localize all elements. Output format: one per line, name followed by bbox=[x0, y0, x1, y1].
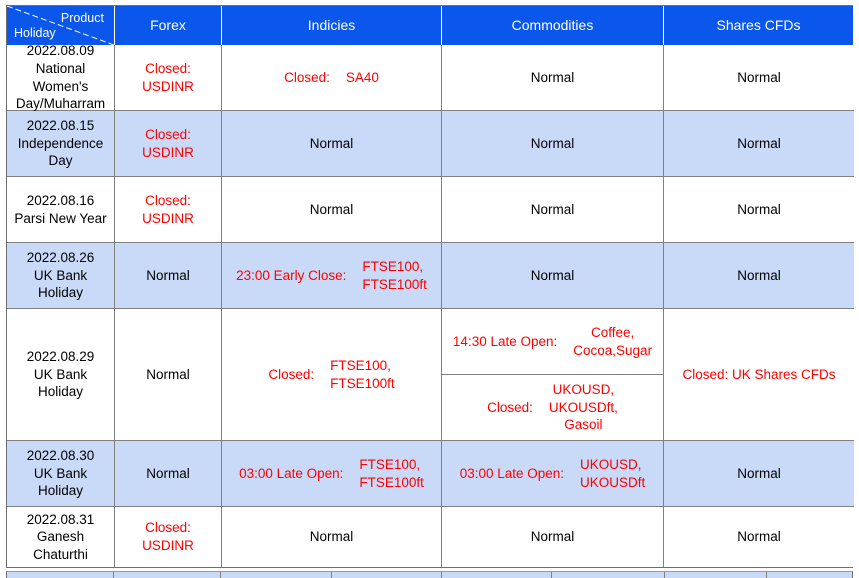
commodities-status-cell: 14:30 Late Open: Coffee, Cocoa,Sugar Clo… bbox=[442, 309, 664, 441]
indicies-status-cell: Normal bbox=[222, 111, 442, 177]
commodities-substatus-closed: Closed: UKOUSD, UKOUSDft, Gasoil bbox=[442, 375, 663, 440]
commodities-status-cell: Normal bbox=[442, 243, 664, 309]
forex-status-cell: Closed: USDINR bbox=[115, 111, 222, 177]
grid-line bbox=[113, 572, 114, 578]
diagonal-divider-line bbox=[7, 6, 114, 45]
instruments-value: Coffee, Cocoa,Sugar bbox=[573, 324, 653, 358]
commodities-substatus-late-open: 14:30 Late Open: Coffee, Cocoa,Sugar bbox=[442, 309, 663, 375]
grid-line bbox=[220, 572, 221, 578]
forex-status-cell: Normal bbox=[115, 243, 222, 309]
shares-status-cell: Normal bbox=[664, 243, 854, 309]
indicies-status-cell: Closed: FTSE100, FTSE100ft bbox=[222, 309, 442, 441]
grid-line bbox=[766, 572, 767, 578]
shares-status-cell: Normal bbox=[664, 507, 854, 567]
holiday-cell: 2022.08.31 Ganesh Chaturthi bbox=[7, 507, 115, 567]
instruments-value: FTSE100, FTSE100ft bbox=[330, 357, 395, 391]
holiday-cell: 2022.08.30 UK Bank Holiday bbox=[7, 441, 115, 507]
commodities-status-cell: Normal bbox=[442, 507, 664, 567]
status-label: Closed: bbox=[487, 399, 533, 415]
holiday-cell: 2022.08.16 Parsi New Year bbox=[7, 177, 115, 243]
indicies-status-cell: Normal bbox=[222, 507, 442, 567]
status-label: 23:00 Early Close: bbox=[236, 267, 347, 283]
instruments-value: UKOUSD, UKOUSDft bbox=[580, 456, 646, 490]
shares-status-cell: Closed: UK Shares CFDs bbox=[664, 309, 854, 441]
grid-line bbox=[664, 572, 665, 578]
indicies-status-cell: 03:00 Late Open: FTSE100, FTSE100ft bbox=[222, 441, 442, 507]
commodities-status-cell: 03:00 Late Open: UKOUSD, UKOUSDft bbox=[442, 441, 664, 507]
commodities-status-cell: Normal bbox=[442, 45, 664, 111]
holiday-cell: 2022.08.29 UK Bank Holiday bbox=[7, 309, 115, 441]
column-header-forex: Forex bbox=[115, 6, 222, 45]
instruments-value: SA40 bbox=[345, 69, 379, 85]
forex-status-cell: Normal bbox=[115, 309, 222, 441]
forex-status-cell: Normal bbox=[115, 441, 222, 507]
column-header-indicies: Indicies bbox=[222, 6, 442, 45]
holiday-cell: 2022.08.26 UK Bank Holiday bbox=[7, 243, 115, 309]
forex-status-cell: Closed: USDINR bbox=[115, 45, 222, 111]
next-row-partial-strip bbox=[6, 571, 853, 578]
shares-status-cell: Normal bbox=[664, 177, 854, 243]
holiday-cell: 2022.08.15 Independence Day bbox=[7, 111, 115, 177]
holiday-schedule-table: Product Holiday Forex Indicies Commoditi… bbox=[6, 5, 854, 568]
grid-line bbox=[551, 572, 552, 578]
instruments-value: FTSE100, FTSE100ft bbox=[362, 258, 427, 292]
corner-header-cell: Product Holiday bbox=[7, 6, 115, 45]
indicies-status-cell: Closed: SA40 bbox=[222, 45, 442, 111]
shares-status-cell: Normal bbox=[664, 111, 854, 177]
shares-status-cell: Normal bbox=[664, 441, 854, 507]
shares-status-cell: Normal bbox=[664, 45, 854, 111]
indicies-status-cell: 23:00 Early Close: FTSE100, FTSE100ft bbox=[222, 243, 442, 309]
grid-line bbox=[331, 572, 332, 578]
instruments-value: FTSE100, FTSE100ft bbox=[359, 456, 424, 490]
grid-line bbox=[441, 572, 442, 578]
status-label: Closed: bbox=[268, 366, 315, 382]
status-label: 14:30 Late Open: bbox=[452, 333, 558, 349]
status-label: Closed: bbox=[284, 69, 330, 85]
holiday-cell: 2022.08.09 National Women's Day/Muharram bbox=[7, 43, 115, 111]
instruments-value: UKOUSD, UKOUSDft, Gasoil bbox=[548, 382, 618, 433]
status-label: 03:00 Late Open: bbox=[459, 465, 565, 481]
holiday-axis-label: Holiday bbox=[14, 25, 56, 40]
indicies-status-cell: Normal bbox=[222, 177, 442, 243]
status-label: 03:00 Late Open: bbox=[239, 465, 344, 481]
column-header-commodities: Commodities bbox=[442, 6, 664, 45]
commodities-status-cell: Normal bbox=[442, 177, 664, 243]
column-header-shares-cfds: Shares CFDs bbox=[664, 6, 854, 45]
forex-status-cell: Closed: USDINR bbox=[115, 507, 222, 567]
product-axis-label: Product bbox=[60, 11, 104, 25]
commodities-status-cell: Normal bbox=[442, 111, 664, 177]
forex-status-cell: Closed: USDINR bbox=[115, 177, 222, 243]
